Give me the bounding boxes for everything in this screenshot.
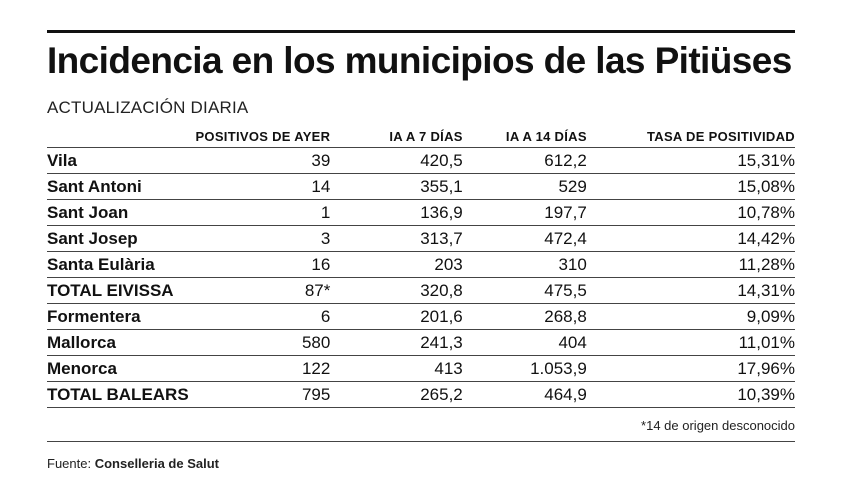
table-row: Mallorca 580 241,3 404 11,01% xyxy=(47,329,795,356)
cell-positivos: 122 xyxy=(195,355,331,382)
cell-ia7: 320,8 xyxy=(330,277,463,304)
bottom-rule xyxy=(47,441,795,442)
cell-ia7: 420,5 xyxy=(330,147,463,174)
header-tasa: TASA DE POSITIVIDAD xyxy=(647,129,795,144)
cell-positivos: 14 xyxy=(195,173,331,200)
page-title: Incidencia en los municipios de las Piti… xyxy=(47,40,792,81)
cell-positivos: 580 xyxy=(195,329,331,356)
cell-positivos: 39 xyxy=(195,147,331,174)
cell-ia7: 413 xyxy=(330,355,463,382)
cell-ia14: 529 xyxy=(462,173,587,200)
table-row: Sant Josep 3 313,7 472,4 14,42% xyxy=(47,225,795,252)
table-row: Formentera 6 201,6 268,8 9,09% xyxy=(47,303,795,330)
cell-ia14: 475,5 xyxy=(462,277,587,304)
top-rule xyxy=(47,30,795,33)
cell-tasa: 9,09% xyxy=(586,303,795,330)
source-label: Fuente: xyxy=(47,456,92,471)
cell-ia7: 313,7 xyxy=(330,225,463,252)
table-body: Vila 39 420,5 612,2 15,31% Sant Antoni 14 355,1… xyxy=(47,147,795,408)
cell-tasa: 11,01% xyxy=(586,329,795,356)
cell-tasa: 10,39% xyxy=(586,381,795,408)
cell-tasa: 14,31% xyxy=(586,277,795,304)
cell-positivos: 6 xyxy=(195,303,331,330)
cell-ia7: 136,9 xyxy=(330,199,463,226)
header-positivos: POSITIVOS DE AYER xyxy=(195,129,331,144)
table-row: TOTAL BALEARS 795 265,2 464,9 10,39% xyxy=(47,381,795,408)
municipality-name: Sant Josep xyxy=(47,225,196,252)
header-ia14: IA A 14 DÍAS xyxy=(505,129,587,144)
cell-ia14: 268,8 xyxy=(462,303,587,330)
municipality-name: Sant Antoni xyxy=(47,173,196,200)
cell-ia14: 472,4 xyxy=(462,225,587,252)
municipality-name: TOTAL BALEARS xyxy=(47,381,196,408)
page-subtitle: ACTUALIZACIÓN DIARIA xyxy=(47,98,249,117)
cell-ia14: 197,7 xyxy=(462,199,587,226)
cell-ia7: 241,3 xyxy=(330,329,463,356)
municipality-name: Menorca xyxy=(47,355,196,382)
header-municipality xyxy=(47,122,195,148)
cell-ia7: 265,2 xyxy=(330,381,463,408)
municipality-name: Santa Eulària xyxy=(47,251,196,278)
cell-tasa: 15,08% xyxy=(586,173,795,200)
incidence-table: POSITIVOS DE AYER IA A 7 DÍAS IA A 14 DÍ… xyxy=(47,122,795,408)
cell-tasa: 10,78% xyxy=(586,199,795,226)
cell-ia7: 201,6 xyxy=(330,303,463,330)
cell-tasa: 14,42% xyxy=(586,225,795,252)
header-ia7: IA A 7 DÍAS xyxy=(389,129,463,144)
cell-positivos: 3 xyxy=(195,225,331,252)
municipality-name: Mallorca xyxy=(47,329,196,356)
cell-tasa: 17,96% xyxy=(586,355,795,382)
cell-ia14: 464,9 xyxy=(462,381,587,408)
table-row: Menorca 122 413 1.053,9 17,96% xyxy=(47,355,795,382)
cell-ia7: 203 xyxy=(330,251,463,278)
cell-tasa: 11,28% xyxy=(586,251,795,278)
table-row: Vila 39 420,5 612,2 15,31% xyxy=(47,147,795,174)
cell-positivos: 87* xyxy=(195,277,331,304)
table-row: Santa Eulària 16 203 310 11,28% xyxy=(47,251,795,278)
cell-tasa: 15,31% xyxy=(586,147,795,174)
table-header-row: POSITIVOS DE AYER IA A 7 DÍAS IA A 14 DÍ… xyxy=(47,122,795,148)
municipality-name: Sant Joan xyxy=(47,199,196,226)
cell-ia14: 612,2 xyxy=(462,147,587,174)
municipality-name: Vila xyxy=(47,147,196,174)
cell-ia7: 355,1 xyxy=(330,173,463,200)
table-row: Sant Joan 1 136,9 197,7 10,78% xyxy=(47,199,795,226)
cell-positivos: 16 xyxy=(195,251,331,278)
cell-ia14: 404 xyxy=(462,329,587,356)
table-row: TOTAL EIVISSA 87* 320,8 475,5 14,31% xyxy=(47,277,795,304)
cell-ia14: 1.053,9 xyxy=(462,355,587,382)
source-value: Conselleria de Salut xyxy=(94,456,219,471)
footnote: *14 de origen desconocido xyxy=(641,418,795,433)
cell-positivos: 1 xyxy=(195,199,331,226)
municipality-name: TOTAL EIVISSA xyxy=(47,277,196,304)
table-row: Sant Antoni 14 355,1 529 15,08% xyxy=(47,173,795,200)
source-line: Fuente: Conselleria de Salut xyxy=(47,456,219,471)
municipality-name: Formentera xyxy=(47,303,196,330)
cell-positivos: 795 xyxy=(195,381,331,408)
cell-ia14: 310 xyxy=(462,251,587,278)
